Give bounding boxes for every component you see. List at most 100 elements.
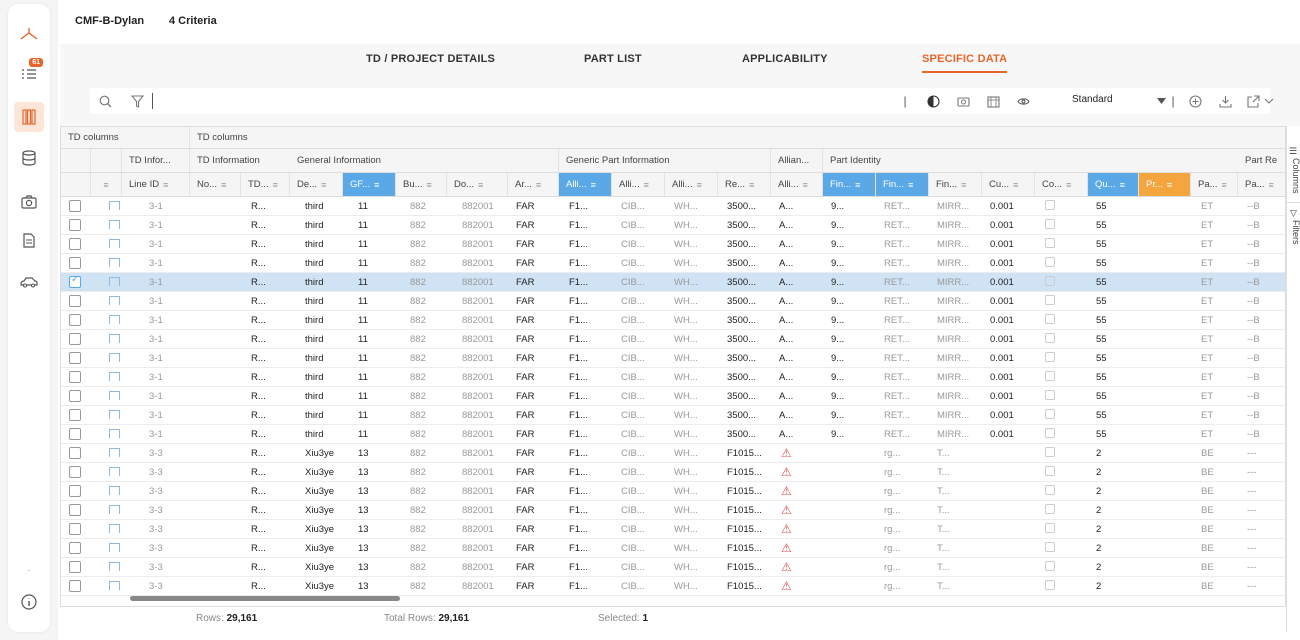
cell-ar[interactable]: FAR <box>516 201 535 212</box>
cell-ar[interactable]: FAR <box>516 467 535 478</box>
cell-a3[interactable]: WH... <box>674 505 698 516</box>
cell-de[interactable]: Xiu3ye <box>305 562 335 573</box>
cell-re[interactable]: 3500... <box>727 258 757 269</box>
cell-do[interactable]: 882001 <box>462 239 494 250</box>
cell-pa2[interactable]: --- <box>1247 505 1257 516</box>
cell-gf[interactable]: 11 <box>358 277 368 288</box>
cell-de[interactable]: third <box>305 296 324 307</box>
cell-de[interactable]: third <box>305 372 324 383</box>
row-checkbox[interactable] <box>69 561 81 573</box>
table-row[interactable]: 3-3 R... Xiu3ye 13 882 882001 FAR F1... CIB... WH… <box>61 501 1285 520</box>
row-checkbox[interactable] <box>69 390 81 402</box>
cell-a1[interactable]: F1... <box>569 315 589 326</box>
cell-cu[interactable]: 0.001 <box>990 201 1014 212</box>
cell-f3[interactable]: T... <box>937 467 950 478</box>
cell-f2[interactable]: RET... <box>884 220 910 231</box>
cell-pa2[interactable]: --B <box>1247 277 1260 288</box>
cell-checkbox[interactable] <box>1045 257 1055 267</box>
table-row[interactable]: 3-1 R... third 11 882 882001 FAR F1... CIB... WH.… <box>61 292 1285 311</box>
cell-pa1[interactable]: ET <box>1201 277 1214 288</box>
project-name[interactable]: CMF-B-Dylan <box>75 15 145 27</box>
cell-do[interactable]: 882001 <box>462 353 494 364</box>
cell-td[interactable]: R... <box>251 410 266 421</box>
row-checkbox[interactable] <box>69 580 81 592</box>
cell-de[interactable]: Xiu3ye <box>305 581 335 592</box>
cell-gf[interactable]: 13 <box>358 524 369 535</box>
cell-cu[interactable]: 0.001 <box>990 258 1014 269</box>
cell-a2[interactable]: CIB... <box>621 448 645 459</box>
cell-a4[interactable]: A... <box>779 239 794 250</box>
cell-pa2[interactable]: --B <box>1247 315 1260 326</box>
row-flag-icon[interactable] <box>109 410 120 419</box>
column-header-line-id[interactable]: Line ID ≡ <box>122 173 190 196</box>
cell-ar[interactable]: FAR <box>516 581 535 592</box>
cell-bu[interactable]: 882 <box>410 429 426 440</box>
cell-pa2[interactable]: --B <box>1247 391 1260 402</box>
row-checkbox[interactable] <box>69 371 81 383</box>
cell-f1[interactable]: 9... <box>831 391 845 402</box>
cell-gf[interactable]: 13 <box>358 448 369 459</box>
cell-f3[interactable]: MIRR... <box>937 277 970 288</box>
row-flag-icon[interactable] <box>109 524 120 533</box>
cell-line[interactable]: 3-1 <box>149 391 163 402</box>
row-checkbox[interactable] <box>69 257 81 269</box>
cell-qu[interactable]: 2 <box>1096 524 1102 535</box>
row-flag-icon[interactable] <box>109 486 120 495</box>
column-header-select[interactable] <box>61 173 91 196</box>
cell-f3[interactable]: MIRR... <box>937 296 970 307</box>
cell-pa1[interactable]: BE <box>1201 505 1214 516</box>
cell-a1[interactable]: F1... <box>569 429 589 440</box>
cell-f2[interactable]: rg... <box>884 524 901 535</box>
cell-a3[interactable]: WH... <box>674 353 698 364</box>
row-flag-icon[interactable] <box>109 334 120 343</box>
cell-f2[interactable]: RET... <box>884 391 910 402</box>
cell-checkbox[interactable] <box>1045 580 1055 590</box>
table-row[interactable]: 3-1 R... third 11 882 882001 FAR F1... CIB... WH.… <box>61 235 1285 254</box>
cell-line[interactable]: 3-1 <box>149 220 163 231</box>
row-flag-icon[interactable] <box>109 562 120 571</box>
cell-cu[interactable]: 0.001 <box>990 239 1014 250</box>
cell-qu[interactable]: 55 <box>1096 334 1107 345</box>
cell-a1[interactable]: F1... <box>569 201 589 212</box>
row-flag-icon[interactable] <box>109 429 120 438</box>
cell-do[interactable]: 882001 <box>462 201 494 212</box>
cell-de[interactable]: Xiu3ye <box>305 448 335 459</box>
cell-f2[interactable]: RET... <box>884 296 910 307</box>
cell-qu[interactable]: 2 <box>1096 467 1102 478</box>
cell-f1[interactable]: 9... <box>831 372 845 383</box>
cell-pa2[interactable]: --B <box>1247 334 1260 345</box>
row-flag-icon[interactable] <box>109 296 120 305</box>
filters-panel-toggle[interactable]: Filters <box>1291 220 1300 245</box>
cell-pa2[interactable]: --B <box>1247 372 1260 383</box>
row-checkbox[interactable] <box>69 314 81 326</box>
cell-f1[interactable]: 9... <box>831 429 845 440</box>
cell-ar[interactable]: FAR <box>516 429 535 440</box>
row-checkbox[interactable] <box>69 409 81 421</box>
column-header-qu[interactable]: Qu... ≡ <box>1088 173 1139 196</box>
cell-td[interactable]: R... <box>251 543 266 554</box>
row-checkbox[interactable] <box>69 200 81 212</box>
column-header-de[interactable]: De... ≡ <box>290 173 343 196</box>
column-header-alli-3[interactable]: Alli... ≡ <box>665 173 718 196</box>
row-checkbox[interactable] <box>69 466 81 478</box>
cell-cu[interactable]: 0.001 <box>990 296 1014 307</box>
cell-line[interactable]: 3-1 <box>149 315 163 326</box>
table-row[interactable]: 3-1 R... third 11 882 882001 FAR F1... CIB... WH.… <box>61 311 1285 330</box>
cell-re[interactable]: F1015... <box>727 448 762 459</box>
cell-pa1[interactable]: ET <box>1201 258 1214 269</box>
cell-re[interactable]: 3500... <box>727 391 757 402</box>
cell-ar[interactable]: FAR <box>516 334 535 345</box>
cell-re[interactable]: 3500... <box>727 334 757 345</box>
cell-td[interactable]: R... <box>251 391 266 402</box>
cell-a4[interactable]: A... <box>779 296 794 307</box>
cell-f3[interactable]: T... <box>937 581 950 592</box>
cell-re[interactable]: F1015... <box>727 562 762 573</box>
row-checkbox[interactable] <box>69 485 81 497</box>
cell-pa2[interactable]: --- <box>1247 524 1257 535</box>
row-flag-icon[interactable] <box>109 201 120 210</box>
cell-gf[interactable]: 11 <box>358 239 368 250</box>
cell-a3[interactable]: WH... <box>674 315 698 326</box>
cell-a1[interactable]: F1... <box>569 353 589 364</box>
row-flag-icon[interactable] <box>109 239 120 248</box>
cell-pa1[interactable]: BE <box>1201 581 1214 592</box>
